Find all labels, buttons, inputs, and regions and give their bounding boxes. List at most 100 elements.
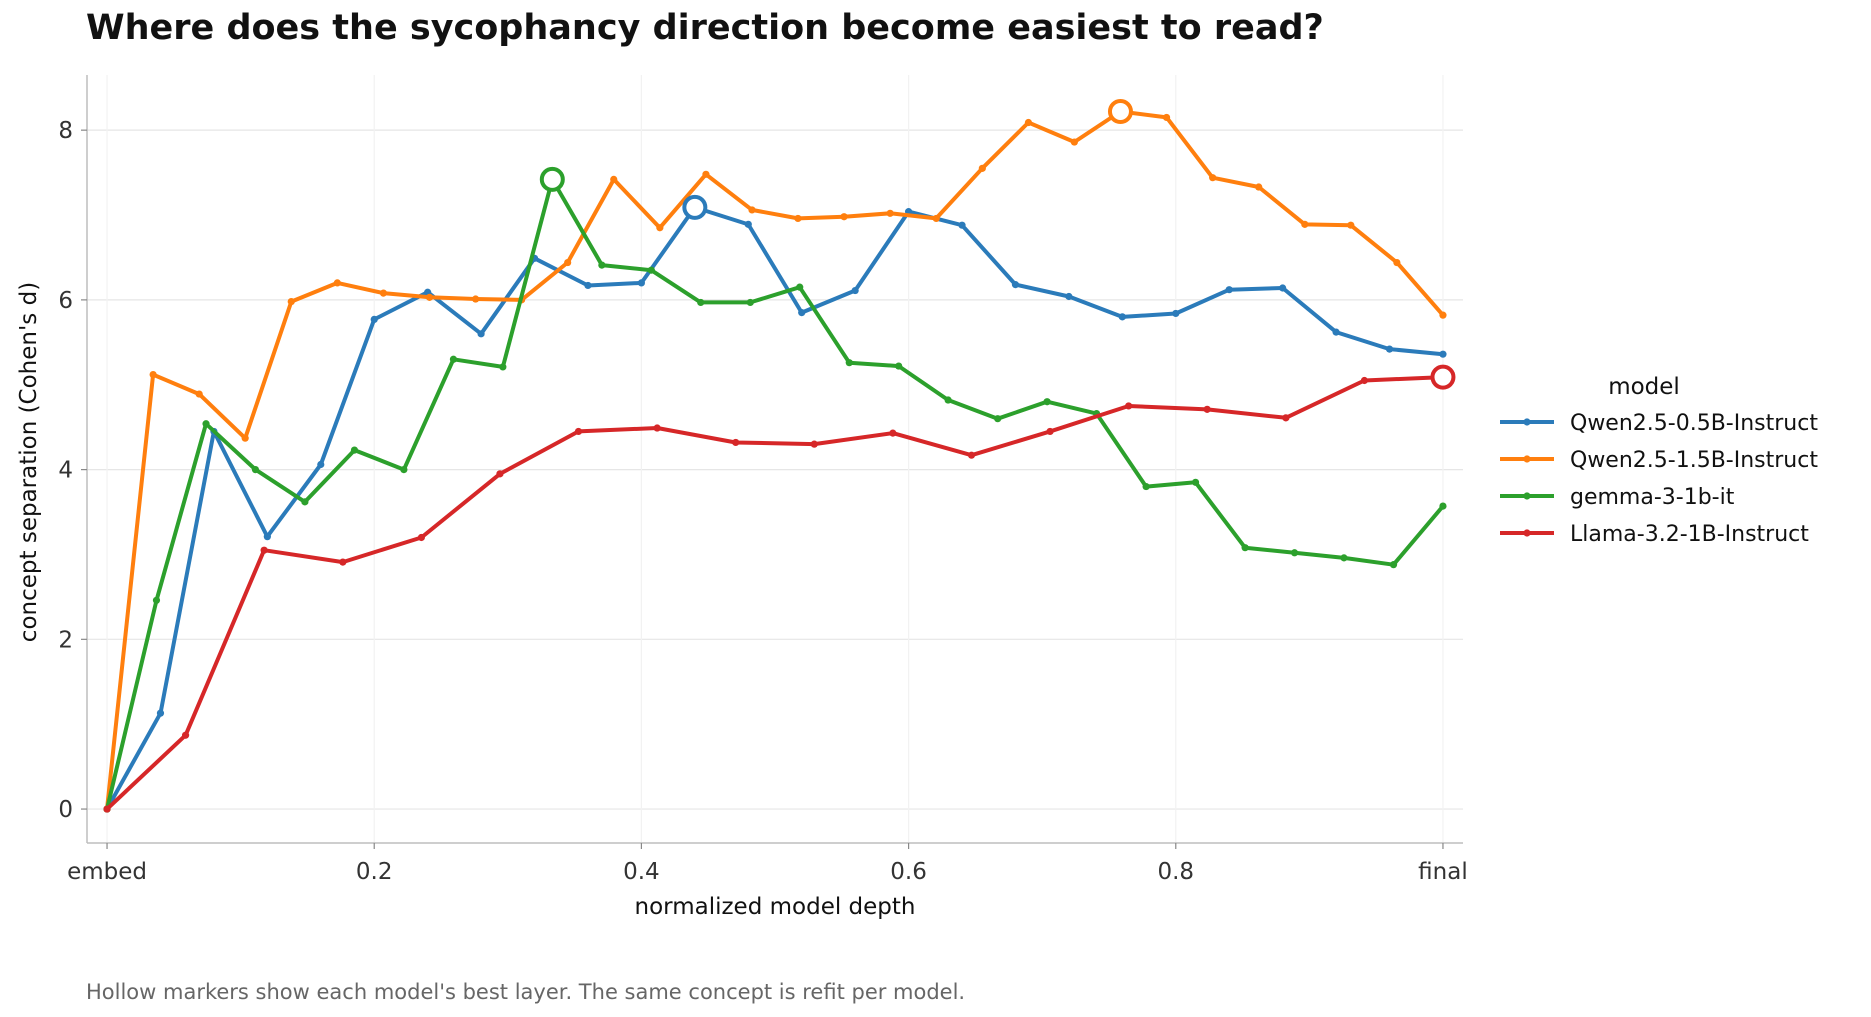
data-point	[1203, 405, 1211, 413]
data-point	[152, 596, 161, 604]
data-point	[425, 293, 434, 301]
data-point	[1385, 345, 1394, 353]
data-point	[241, 434, 249, 442]
y-axis-title: concept separation (Cohen's d)	[16, 282, 42, 642]
data-point	[472, 295, 480, 303]
data-point	[499, 363, 507, 371]
data-point	[1118, 313, 1126, 321]
data-point	[477, 330, 485, 338]
data-point	[1172, 309, 1180, 318]
data-point	[1125, 402, 1133, 410]
data-point	[967, 451, 976, 459]
data-point	[379, 289, 388, 297]
x-tick-label: 0.6	[890, 859, 927, 885]
data-point	[744, 220, 752, 228]
data-point	[598, 261, 606, 269]
legend-label: Qwen2.5-1.5B-Instruct	[1570, 448, 1818, 473]
data-point	[944, 396, 952, 404]
y-tick-label: 6	[58, 288, 73, 314]
legend-label: Qwen2.5-0.5B-Instruct	[1570, 411, 1818, 436]
data-point	[1065, 292, 1073, 301]
data-point	[796, 283, 804, 291]
data-point	[746, 298, 754, 307]
data-point	[1301, 220, 1309, 228]
x-tick-label: 0.4	[623, 859, 660, 885]
data-point	[370, 315, 378, 324]
data-point	[263, 533, 271, 541]
legend-title: model	[1608, 374, 1680, 400]
data-point	[1393, 258, 1401, 267]
y-axis-ticks: 0 2 4 6 8	[58, 118, 87, 823]
data-point	[400, 466, 408, 474]
legend-marker	[1523, 529, 1531, 537]
data-point	[845, 359, 853, 367]
data-point	[564, 258, 572, 267]
series-lines	[103, 107, 1447, 813]
data-point	[251, 466, 260, 474]
x-tick-label: final	[1418, 859, 1468, 885]
data-point	[1043, 398, 1051, 406]
data-point	[932, 214, 940, 223]
data-point	[103, 805, 111, 813]
data-point	[1439, 502, 1447, 510]
data-point	[851, 286, 859, 295]
data-point	[449, 355, 458, 363]
data-point	[1340, 554, 1348, 562]
data-point	[333, 279, 341, 287]
data-point	[1279, 284, 1287, 292]
data-point	[1347, 221, 1355, 229]
best-layer-marker	[1107, 98, 1133, 124]
series-line-3	[105, 375, 1445, 812]
data-point	[1255, 183, 1263, 191]
data-point	[889, 429, 897, 437]
legend: model Qwen2.5-0.5B-Instruct Qwen2.5-1.5B-…	[1500, 374, 1818, 547]
data-point	[1290, 549, 1299, 557]
data-point	[647, 266, 655, 274]
data-point	[1070, 138, 1078, 146]
data-point	[317, 460, 325, 469]
data-point	[958, 221, 966, 229]
data-point	[1191, 478, 1200, 486]
legend-marker	[1523, 492, 1531, 500]
best-layer-markers	[539, 98, 1456, 390]
data-point	[697, 298, 705, 307]
data-point	[301, 498, 309, 506]
chart-caption: Hollow markers show each model's best la…	[86, 980, 966, 1004]
data-point	[840, 213, 848, 221]
data-point	[798, 309, 806, 317]
legend-label: Llama-3.2-1B-Instruct	[1570, 522, 1809, 547]
best-layer-marker	[1430, 364, 1456, 390]
data-point	[260, 546, 268, 554]
legend-marker	[1523, 418, 1531, 426]
data-point	[574, 427, 583, 436]
data-point	[656, 224, 664, 232]
data-point	[794, 214, 802, 223]
axes	[86, 75, 1463, 844]
best-layer-marker	[539, 166, 565, 192]
y-tick-label: 8	[58, 118, 73, 144]
data-point	[1011, 281, 1020, 289]
data-point	[895, 362, 903, 370]
data-point	[810, 440, 818, 448]
x-tick-label: 0.8	[1157, 859, 1194, 885]
legend-label: gemma-3-1b-it	[1570, 485, 1735, 510]
data-point	[1046, 427, 1054, 436]
data-point	[195, 390, 203, 398]
x-tick-label: 0.2	[356, 859, 393, 885]
gridlines	[87, 75, 1463, 843]
data-point	[1142, 482, 1150, 491]
data-point	[1439, 350, 1447, 358]
data-point	[653, 424, 661, 432]
data-point	[1389, 561, 1398, 569]
data-point	[886, 209, 894, 217]
data-point	[702, 170, 710, 178]
best-layer-marker	[682, 194, 708, 220]
data-point	[978, 164, 986, 172]
data-point	[1439, 311, 1447, 319]
series-line-2	[105, 177, 1445, 812]
series-line-1	[105, 109, 1445, 812]
data-point	[732, 438, 740, 447]
data-point	[339, 558, 347, 566]
data-point	[496, 470, 504, 478]
